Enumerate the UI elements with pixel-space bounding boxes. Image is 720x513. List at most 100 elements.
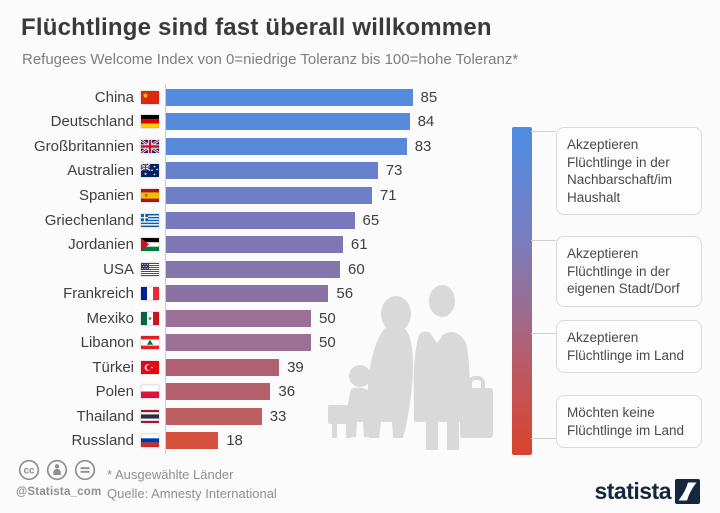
flag-turkey-icon: [134, 360, 166, 374]
legend-item-country: Akzeptieren Flüchtlinge im Land: [556, 320, 702, 374]
source-line: Quelle: Amnesty International: [107, 486, 277, 501]
bar-row: Türkei 39: [0, 355, 560, 380]
page-title: Flüchtlinge sind fast überall willkommen: [21, 14, 492, 41]
bar-row: Polen 36: [0, 380, 560, 405]
country-label: Frankreich: [63, 285, 134, 303]
country-label: China: [94, 88, 134, 106]
country-label: Griechenland: [44, 211, 134, 229]
value-label: 83: [414, 137, 432, 155]
tolerance-gradient-scale: [512, 127, 532, 455]
bar-row: Libanon 50: [0, 330, 560, 355]
value-label: 73: [385, 162, 403, 180]
legend-item-neighborhood: Akzeptieren Flüchtlinge in der Nachbarsc…: [556, 127, 702, 216]
value-label: 50: [319, 334, 336, 352]
bar-track: 56: [166, 281, 353, 306]
country-label: USA: [103, 260, 134, 278]
value-label: 85: [420, 88, 438, 106]
bar-track: 61: [166, 232, 368, 257]
legend-connector: [531, 131, 556, 132]
footnote: * Ausgewählte Länder: [107, 467, 234, 482]
value-bar: [166, 407, 262, 425]
bar-row: Großbritannien 83: [0, 134, 560, 159]
value-bar: [166, 358, 280, 376]
country-label: Großbritannien: [33, 137, 134, 155]
bar-row: Thailand 33: [0, 404, 560, 429]
country-label: Türkei: [92, 358, 134, 376]
value-bar: [166, 88, 413, 106]
country-label: Spanien: [78, 186, 134, 204]
flag-australia-icon: [134, 164, 166, 178]
bar-track: 39: [166, 355, 304, 380]
bar-row: Deutschland 84: [0, 110, 560, 135]
value-bar: [166, 432, 219, 450]
value-label: 60: [348, 260, 365, 278]
bar-track: 85: [166, 85, 437, 110]
flag-poland-icon: [134, 385, 166, 399]
bar-row: Jordanien 61: [0, 232, 560, 257]
value-label: 36: [278, 383, 296, 401]
bar-track: 60: [166, 257, 365, 282]
svg-text:cc: cc: [23, 466, 35, 477]
value-bar: [166, 285, 329, 303]
bar-track: 36: [166, 380, 295, 405]
country-label: Polen: [95, 383, 134, 401]
bar-track: 50: [166, 330, 336, 355]
bar-row: Spanien 71: [0, 183, 560, 208]
statista-logo: statista: [594, 478, 700, 505]
bar-track: 50: [166, 306, 336, 331]
flag-usa-icon: [134, 262, 166, 276]
bar-track: 73: [166, 159, 402, 184]
value-bar: [166, 383, 271, 401]
value-label: 50: [319, 309, 336, 327]
flag-jordan-icon: [134, 238, 166, 252]
value-label: 33: [269, 407, 287, 425]
legend-item-city: Akzeptieren Flüchtlinge in der eigenen S…: [556, 236, 702, 307]
bar-chart: China 85 Deutschland 84 Großbritannien 83 Aust…: [0, 85, 560, 453]
value-label: 71: [379, 186, 397, 204]
flag-lebanon-icon: [134, 336, 166, 350]
statista-handle: @Statista_com: [16, 486, 102, 498]
value-bar: [166, 162, 378, 180]
flag-uk-icon: [134, 139, 166, 153]
value-label: 18: [226, 432, 243, 450]
country-label: Libanon: [80, 334, 134, 352]
page-subtitle: Refugees Welcome Index von 0=niedrige To…: [22, 51, 519, 68]
bar-track: 71: [166, 183, 397, 208]
cc-license-icons: cc: [17, 458, 97, 482]
flag-greece-icon: [134, 213, 166, 227]
legend-connector: [531, 333, 556, 334]
country-label: Mexiko: [86, 309, 134, 327]
bar-track: 18: [166, 429, 243, 454]
value-label: 56: [336, 285, 354, 303]
value-bar: [166, 137, 407, 155]
value-bar: [166, 186, 372, 204]
value-label: 61: [350, 236, 368, 254]
bar-row: Mexiko 50: [0, 306, 560, 331]
country-label: Deutschland: [50, 113, 134, 131]
value-label: 84: [417, 113, 435, 131]
statista-logo-icon: [675, 479, 700, 504]
flag-china-icon: [134, 90, 166, 104]
bar-row: Frankreich 56: [0, 281, 560, 306]
bar-track: 33: [166, 404, 286, 429]
bar-row: USA 60: [0, 257, 560, 282]
axis-baseline: [165, 84, 166, 454]
country-label: Australien: [67, 162, 134, 180]
value-bar: [166, 309, 311, 327]
flag-germany-icon: [134, 115, 166, 129]
value-bar: [166, 236, 343, 254]
legend-connector: [531, 240, 556, 241]
statista-wordmark: statista: [594, 478, 671, 504]
bar-track: 84: [166, 110, 434, 135]
no-derivatives-icon: [74, 459, 96, 481]
bar-row: Griechenland 65: [0, 208, 560, 233]
bar-track: 83: [166, 134, 431, 159]
bar-row: Russland 18: [0, 429, 560, 454]
value-bar: [166, 334, 311, 352]
cc-icon: cc: [18, 459, 40, 481]
flag-russia-icon: [134, 434, 166, 448]
country-label: Thailand: [76, 407, 134, 425]
legend-item-none: Möchten keine Flüchtlinge im Land: [556, 395, 702, 449]
value-bar: [166, 113, 410, 131]
